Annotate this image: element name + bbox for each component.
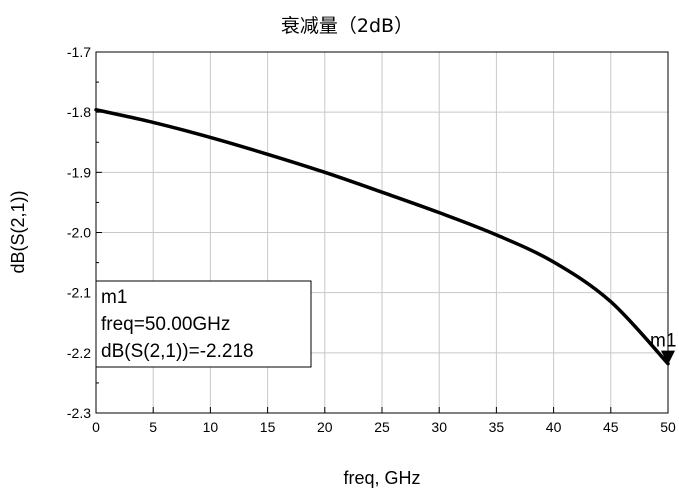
y-tick-label: -2.1 bbox=[67, 285, 91, 301]
marker-readout-value: dB(S(2,1))=-2.218 bbox=[101, 341, 254, 362]
marker-point-label: m1 bbox=[650, 331, 676, 352]
x-tick-label: 50 bbox=[660, 419, 676, 435]
y-tick-label: -2.3 bbox=[67, 405, 91, 421]
y-tick-label: -2.2 bbox=[67, 345, 91, 361]
x-tick-label: 40 bbox=[546, 419, 562, 435]
x-tick-label: 15 bbox=[260, 419, 276, 435]
y-tick-label: -2.0 bbox=[67, 225, 91, 241]
marker-readout-name: m1 bbox=[101, 287, 127, 308]
x-axis-label: freq, GHz bbox=[343, 468, 420, 488]
x-tick-label: 0 bbox=[92, 419, 100, 435]
marker-point[interactable]: m1 bbox=[650, 331, 676, 365]
x-tick-label: 5 bbox=[149, 419, 157, 435]
marker-readout[interactable]: m1 freq=50.00GHz dB(S(2,1))=-2.218 bbox=[95, 280, 312, 368]
tick-labels: 0 5 10 15 20 25 30 35 40 45 50 -1.7 -1.8 -1.9 -2.0 -2.1… bbox=[67, 44, 676, 435]
series-layer bbox=[94, 108, 670, 366]
y-tick-label: -1.8 bbox=[67, 104, 91, 120]
x-tick-label: 25 bbox=[374, 419, 390, 435]
x-tick-label: 10 bbox=[203, 419, 219, 435]
x-tick-label: 20 bbox=[317, 419, 333, 435]
x-tick-label: 35 bbox=[489, 419, 505, 435]
chart-title: 衰减量（2dB） bbox=[281, 15, 413, 37]
y-tick-label: -1.7 bbox=[67, 44, 91, 60]
marker-triangle[interactable] bbox=[661, 350, 675, 365]
y-tick-label: -1.9 bbox=[67, 164, 91, 180]
series-line bbox=[94, 108, 670, 366]
plot-frame bbox=[95, 51, 669, 414]
x-tick-label: 45 bbox=[603, 419, 619, 435]
marker-readout-freq: freq=50.00GHz bbox=[101, 314, 230, 335]
marker-readout-frame bbox=[95, 280, 312, 368]
y-axis-label: dB(S(2,1)) bbox=[8, 190, 28, 273]
x-tick-label: 30 bbox=[431, 419, 447, 435]
